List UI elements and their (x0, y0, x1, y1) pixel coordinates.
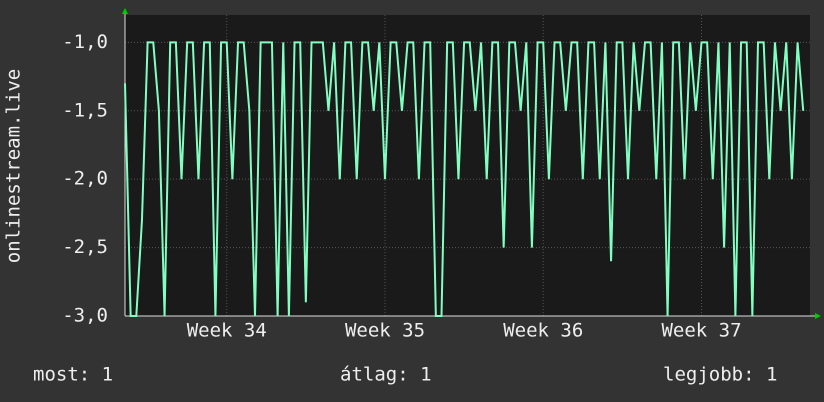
y-tick-label: -2,5 (62, 236, 108, 258)
plot-area (125, 15, 810, 316)
x-tick-label: Week 36 (503, 320, 583, 342)
y-tick-label: -1,0 (62, 31, 108, 53)
y-tick-label: -1,5 (62, 99, 108, 121)
y-axis-label: onlinestream.live (3, 69, 25, 263)
axis-arrow (122, 8, 128, 14)
axis-arrow (815, 313, 821, 319)
data-line (124, 41, 805, 317)
x-tick-label: Week 34 (187, 320, 267, 342)
x-tick-label: Week 37 (661, 320, 741, 342)
y-tick-label: -2,0 (62, 168, 108, 190)
x-tick-label: Week 35 (345, 320, 425, 342)
stat-label: most: 1 (33, 364, 113, 386)
stat-label: legjobb: 1 (663, 364, 777, 386)
y-tick-label: -3,0 (62, 305, 108, 327)
stat-label: átlag: 1 (340, 364, 432, 386)
